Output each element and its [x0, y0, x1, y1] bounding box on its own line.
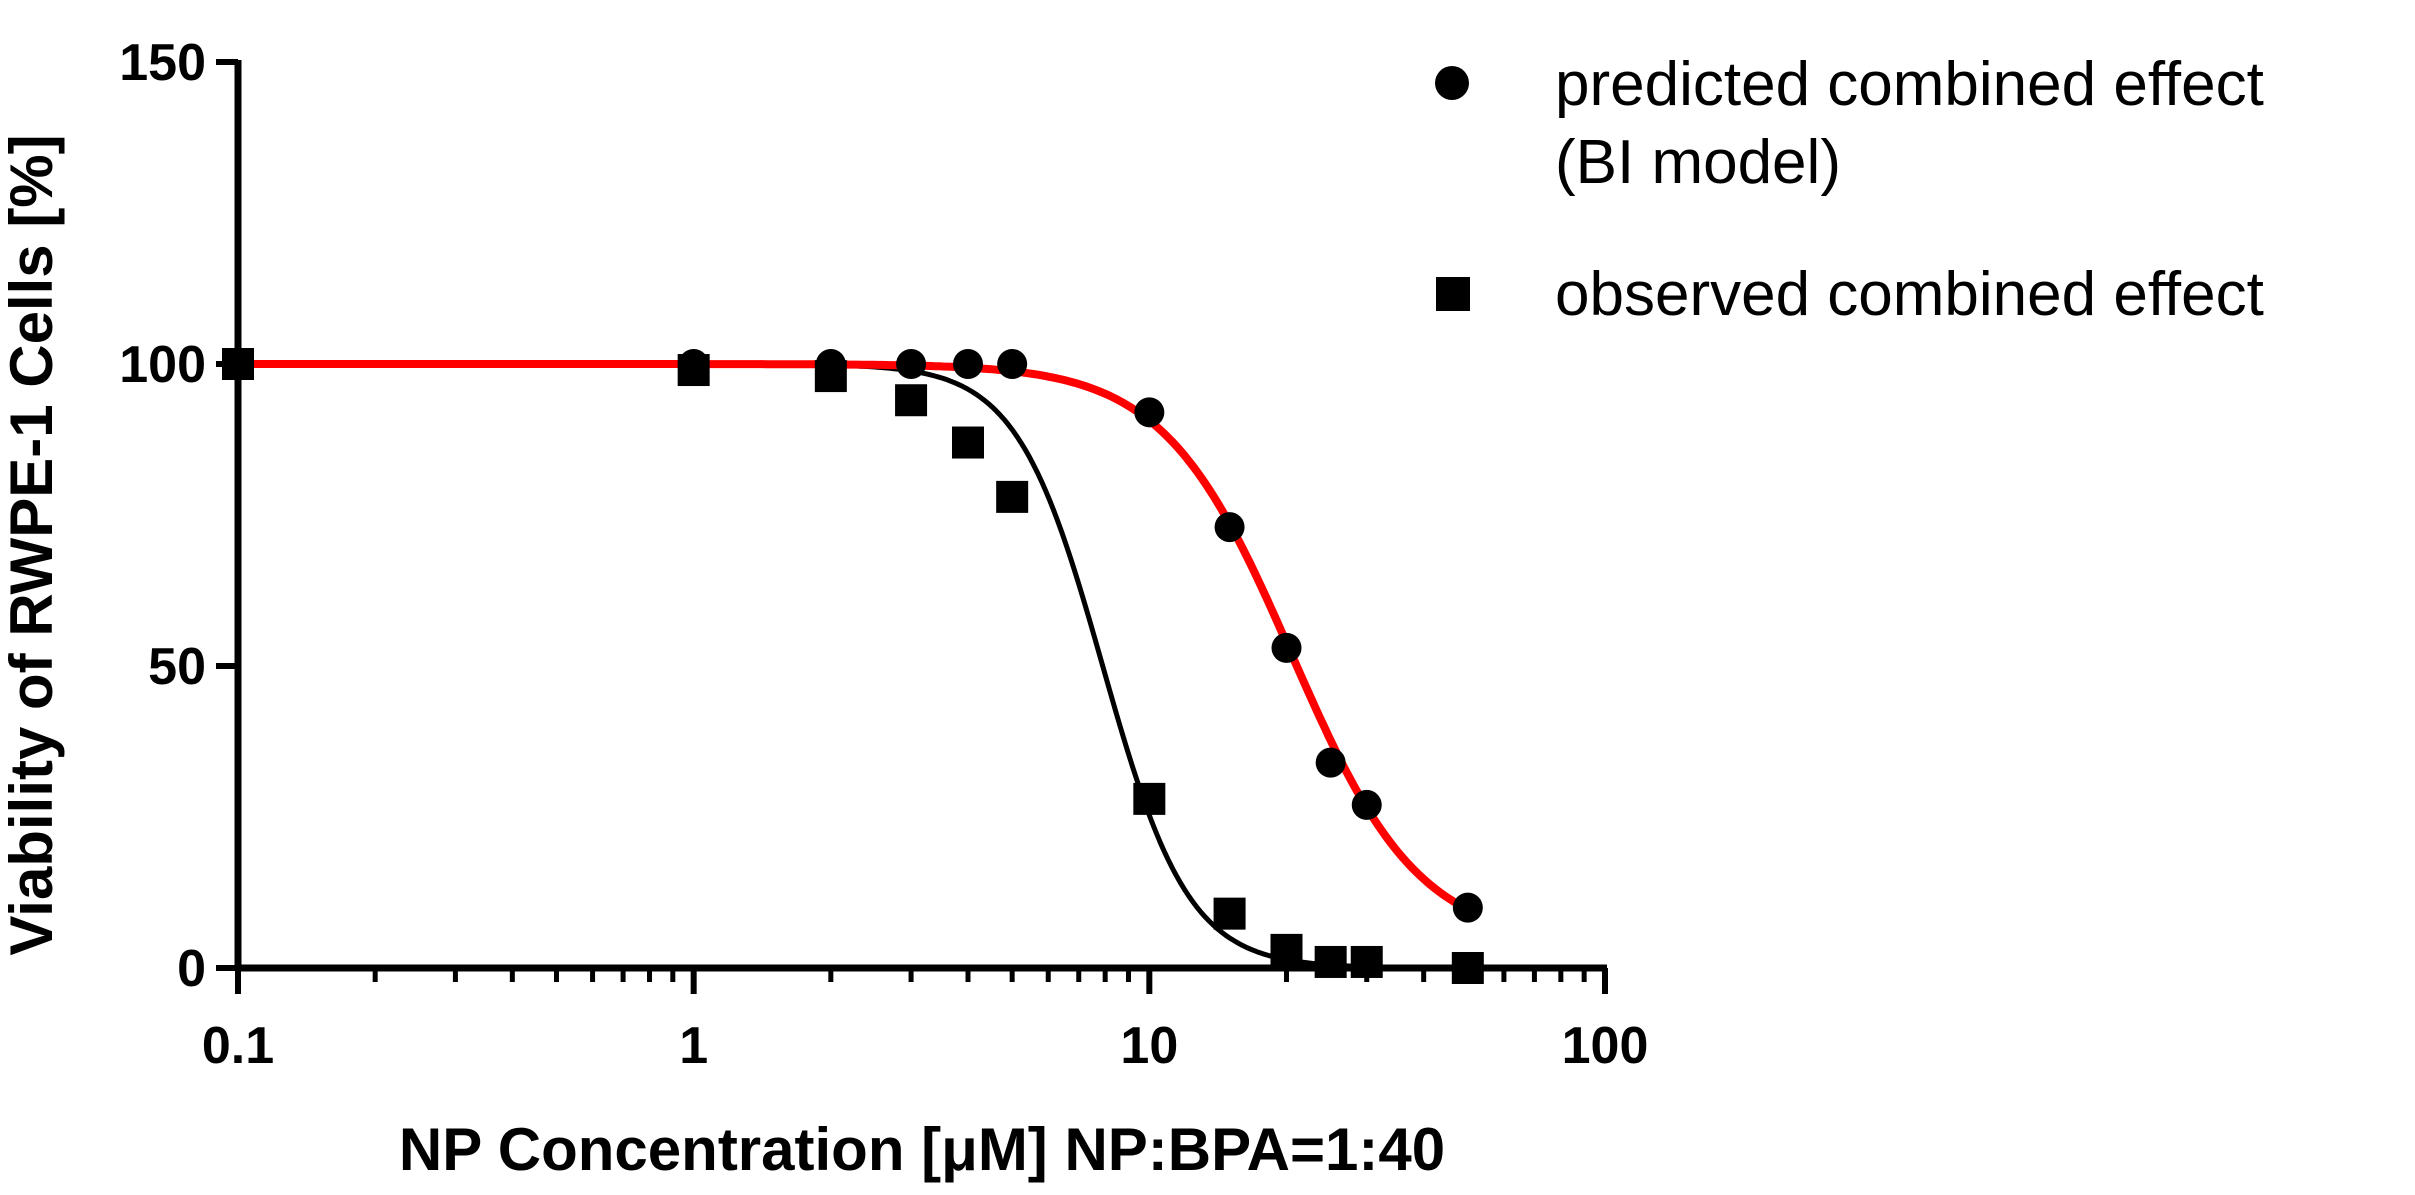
point-predicted	[1134, 397, 1165, 428]
point-observed	[677, 354, 710, 387]
legend-label: (BI model)	[1555, 128, 1841, 197]
point-observed	[1350, 945, 1383, 978]
y-axis-title: Viability of RWPE-1 Cells [%]	[0, 134, 65, 955]
legend-marker-predicted	[1435, 66, 1469, 100]
point-predicted	[896, 349, 927, 379]
legend: predicted combined effect (BI model) obser…	[1435, 50, 2264, 329]
point-observed	[1133, 782, 1166, 815]
point-observed	[895, 384, 928, 417]
point-predicted	[997, 349, 1028, 379]
y-tick-label: 100	[119, 336, 206, 394]
tick-labels: 0 50 100 150 0.1 1 10 100	[119, 34, 1648, 1075]
x-tick-label: 10	[1120, 1017, 1178, 1075]
data-points	[222, 348, 1484, 984]
point-observed	[996, 480, 1029, 513]
point-predicted	[1271, 632, 1302, 663]
legend-marker-observed	[1436, 277, 1470, 311]
point-observed	[952, 426, 985, 459]
point-observed	[1451, 952, 1484, 984]
x-axis-title: NP Concentration [μM] NP:BPA=1:40	[399, 1116, 1445, 1183]
point-predicted	[1315, 747, 1346, 778]
point-predicted	[1351, 789, 1382, 820]
y-tick-label: 150	[119, 34, 206, 92]
fit-curve-observed	[238, 361, 1468, 971]
legend-label: predicted combined effect	[1555, 50, 2264, 119]
legend-label: observed combined effect	[1555, 260, 2264, 329]
point-observed	[222, 348, 254, 380]
point-observed	[1270, 933, 1303, 966]
y-tick-label: 50	[148, 638, 206, 696]
x-tick-label: 1	[679, 1017, 708, 1075]
point-predicted	[1214, 512, 1245, 543]
x-tick-label: 0.1	[202, 1017, 274, 1075]
fit-curves	[238, 360, 1470, 971]
point-predicted	[953, 349, 984, 379]
point-predicted	[1452, 892, 1483, 923]
point-observed	[814, 360, 847, 393]
y-tick-label: 0	[177, 940, 206, 998]
fit-curve-predicted	[238, 360, 1470, 914]
x-tick-label: 100	[1562, 1017, 1649, 1075]
point-observed	[1314, 945, 1347, 978]
point-observed	[1213, 897, 1246, 930]
